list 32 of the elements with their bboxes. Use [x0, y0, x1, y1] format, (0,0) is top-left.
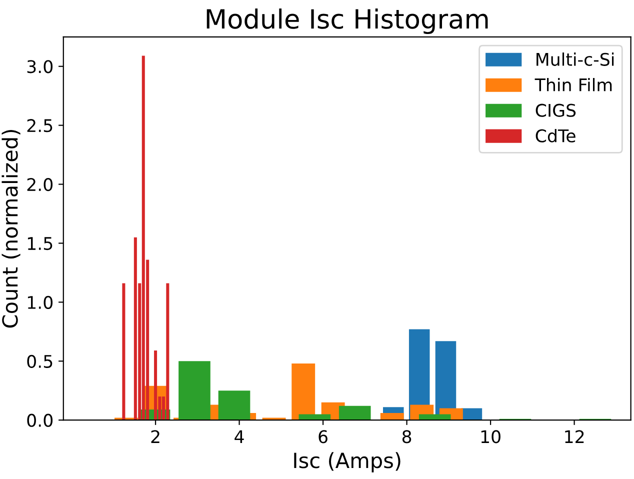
x-tick-label: 4: [234, 430, 244, 443]
bar: [122, 283, 126, 420]
y-axis-title: Count (normalized): [2, 130, 20, 328]
bar: [134, 237, 137, 420]
bar: [380, 413, 404, 420]
y-tick-label: 3.0: [27, 60, 53, 74]
legend-label: CdTe: [536, 128, 576, 142]
x-axis-title: Isc (Amps): [294, 452, 400, 472]
x-tick-label: 10: [481, 430, 500, 444]
bar: [154, 350, 158, 420]
bar: [178, 361, 210, 420]
y-tick-label: 1.0: [28, 296, 53, 310]
chart-title: Module Isc Histogram: [206, 8, 488, 34]
y-tick-label: 2.0: [27, 178, 53, 192]
legend-label: Thin Film: [534, 78, 612, 92]
x-tick-label: 12: [565, 430, 584, 443]
y-tick-label: 0.5: [27, 354, 52, 368]
x-tick-label: 6: [318, 430, 328, 444]
bar: [298, 414, 331, 420]
legend-label: CIGS: [536, 104, 576, 117]
y-tick-label: 2.5: [27, 119, 52, 132]
x-tick-label: 2: [151, 430, 160, 443]
bar: [418, 414, 451, 420]
y-tick-label: 1.5: [28, 237, 52, 250]
bar: [142, 56, 145, 420]
y-tick-label: 0.0: [27, 414, 53, 427]
x-tick-label: 8: [402, 430, 412, 444]
bar: [166, 283, 170, 420]
legend-label: Multi-c-Si: [536, 52, 614, 66]
bar: [338, 406, 371, 420]
bar: [218, 390, 250, 420]
bar: [292, 363, 316, 420]
